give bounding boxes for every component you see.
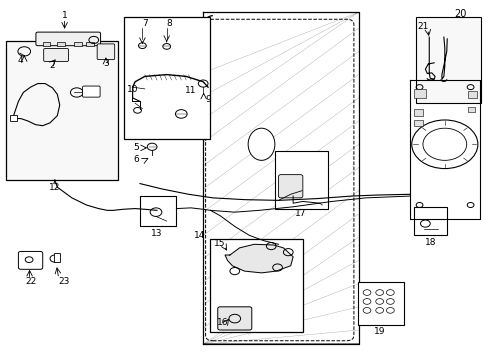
Bar bbox=[54, 253, 60, 262]
Bar bbox=[415, 18, 480, 103]
Text: 11: 11 bbox=[185, 86, 196, 95]
Bar bbox=[57, 42, 64, 46]
Bar bbox=[413, 109, 423, 116]
Bar bbox=[413, 89, 425, 98]
Text: 14: 14 bbox=[194, 231, 205, 240]
Bar bbox=[274, 152, 327, 208]
FancyBboxPatch shape bbox=[43, 49, 68, 62]
Text: 1: 1 bbox=[61, 11, 67, 20]
Bar bbox=[357, 282, 403, 325]
Text: 19: 19 bbox=[373, 327, 385, 336]
FancyBboxPatch shape bbox=[36, 32, 101, 46]
Text: 3: 3 bbox=[103, 59, 108, 68]
Text: 6: 6 bbox=[133, 156, 139, 165]
Text: 9: 9 bbox=[205, 95, 210, 104]
Text: 22: 22 bbox=[25, 277, 36, 286]
Bar bbox=[42, 42, 50, 46]
Text: 15: 15 bbox=[213, 239, 224, 248]
Bar bbox=[123, 18, 210, 139]
Text: 13: 13 bbox=[151, 229, 163, 238]
Text: 4: 4 bbox=[18, 56, 23, 65]
FancyBboxPatch shape bbox=[82, 86, 100, 97]
Text: 16: 16 bbox=[216, 318, 228, 327]
Text: 23: 23 bbox=[58, 276, 69, 285]
Polygon shape bbox=[409, 80, 479, 219]
Bar bbox=[413, 207, 446, 235]
FancyBboxPatch shape bbox=[19, 251, 42, 269]
Bar bbox=[467, 91, 476, 98]
Text: 2: 2 bbox=[49, 61, 55, 70]
Bar bbox=[10, 114, 17, 121]
Text: 8: 8 bbox=[166, 19, 172, 28]
Polygon shape bbox=[203, 12, 358, 344]
Bar bbox=[413, 120, 423, 126]
FancyBboxPatch shape bbox=[278, 175, 302, 198]
Bar bbox=[467, 107, 474, 112]
Bar bbox=[140, 196, 176, 226]
Text: 18: 18 bbox=[424, 238, 435, 247]
Text: 10: 10 bbox=[127, 85, 138, 94]
Text: 7: 7 bbox=[142, 19, 147, 28]
Bar bbox=[6, 41, 118, 180]
Bar bbox=[210, 239, 302, 332]
Text: 20: 20 bbox=[454, 9, 466, 18]
Bar bbox=[74, 42, 81, 46]
Text: 17: 17 bbox=[294, 210, 305, 219]
Polygon shape bbox=[224, 244, 292, 273]
Bar bbox=[86, 42, 94, 46]
Ellipse shape bbox=[247, 128, 274, 160]
Text: 21: 21 bbox=[417, 22, 428, 31]
FancyBboxPatch shape bbox=[217, 307, 251, 330]
Text: 5: 5 bbox=[133, 143, 139, 152]
FancyBboxPatch shape bbox=[97, 44, 115, 60]
Text: 12: 12 bbox=[49, 183, 61, 192]
